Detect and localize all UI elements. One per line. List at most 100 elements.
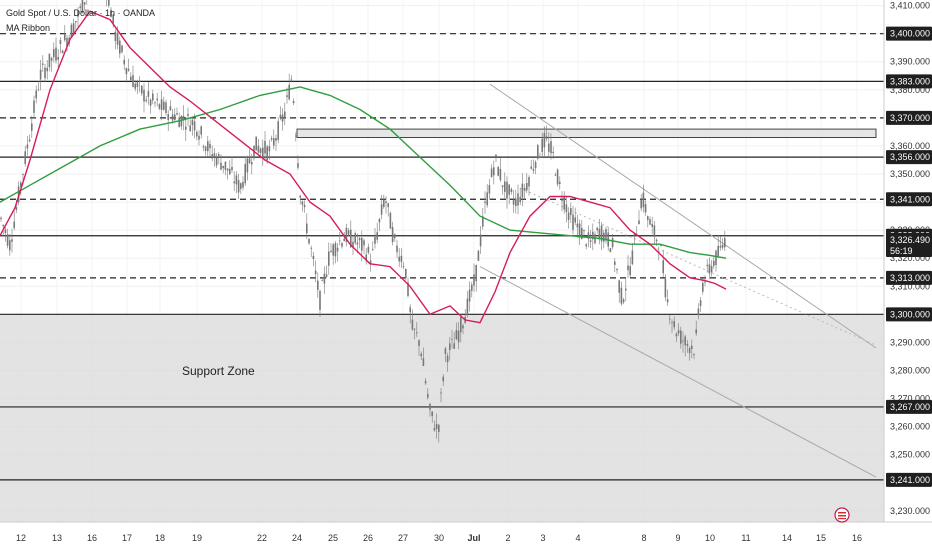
price-badge-label: 3,370.000	[890, 113, 930, 123]
candle-body-228	[501, 185, 504, 188]
candle-body-154	[339, 240, 341, 242]
time-tick-label: 12	[16, 533, 26, 543]
price-badge-label: 3,383.000	[890, 76, 930, 86]
candle-body-207	[455, 330, 458, 340]
candle-body-242	[532, 168, 535, 171]
candle-body-89	[196, 131, 198, 137]
candle-body-319	[702, 282, 704, 292]
candle-body-245	[539, 156, 541, 158]
candle-body-173	[380, 204, 383, 215]
candle-body-145	[319, 290, 321, 311]
candle-body-257	[565, 204, 568, 213]
candle-body-117	[257, 145, 260, 153]
price-badges: 3,400.000 3,383.000 3,370.000 3,356.000 3,34…	[886, 26, 932, 487]
candle-body-298	[655, 239, 658, 242]
candle-body-225	[495, 154, 497, 157]
candle-body-140	[308, 238, 310, 244]
candle-body-253	[556, 169, 559, 185]
candle-body-199	[438, 424, 440, 433]
candle-body-55	[121, 45, 123, 52]
candle-body-230	[506, 181, 508, 199]
candle-body-136	[299, 195, 301, 198]
candle-body-82	[180, 116, 183, 127]
candle-body-26	[57, 57, 59, 60]
price-tick-label: 3,350.000	[890, 169, 930, 179]
candle-body-69	[152, 93, 154, 101]
candle-body-125	[275, 138, 277, 141]
candle-body-304	[669, 318, 671, 320]
candle-body-142	[312, 255, 315, 260]
candle-body-237	[521, 183, 524, 198]
candle-body-167	[367, 246, 370, 253]
candle-body-195	[429, 403, 431, 410]
price-tick-label: 3,390.000	[890, 57, 930, 67]
candle-body-71	[156, 98, 158, 101]
candle-body-326	[717, 246, 719, 257]
candle-body-4	[9, 240, 11, 251]
candle-body-279	[614, 261, 616, 265]
candle-body-53	[116, 32, 119, 45]
time-tick-label: 25	[328, 533, 338, 543]
candle-body-21	[46, 67, 48, 72]
price-tick-label: 3,270.000	[890, 394, 930, 404]
candle-body-209	[460, 317, 462, 333]
candle-body-49	[108, 0, 110, 6]
candle-body-317	[697, 308, 700, 316]
candle-body-93	[204, 146, 207, 151]
time-tick-label: 22	[257, 533, 267, 543]
candle-body-50	[110, 10, 112, 18]
candle-body-141	[310, 247, 312, 249]
trend-channel	[479, 83, 877, 478]
candle-body-108	[237, 180, 240, 193]
price-tick-label: 3,260.000	[890, 422, 930, 432]
price-badge-0	[886, 26, 932, 41]
candle-body-265	[583, 229, 585, 232]
candle-body-60	[132, 75, 134, 88]
time-tick-label: 4	[575, 533, 580, 543]
candle-body-264	[581, 227, 583, 240]
time-tick-label: 3	[540, 533, 545, 543]
time-tick-label: 11	[741, 533, 750, 543]
candle-body-290	[638, 220, 640, 225]
candle-body-65	[143, 89, 145, 102]
candle-body-63	[138, 80, 141, 82]
time-tick-label: 30	[434, 533, 444, 543]
candle-body-258	[567, 212, 570, 220]
price-badge-6	[886, 270, 932, 285]
candle-body-250	[550, 141, 552, 154]
candle-body-112	[246, 158, 249, 173]
candle-body-155	[341, 243, 343, 247]
price-badge-label: 3,313.000	[890, 273, 930, 283]
time-axis[interactable]: 12 13 16 17 18 19 22 24 25 26 27 30 Jul 2 3 4 8 9 10 11 14 15…	[16, 533, 862, 543]
candle-body-148	[325, 274, 328, 277]
candle-body-282	[620, 287, 623, 304]
candle-body-106	[233, 181, 235, 184]
candle-body-218	[479, 234, 482, 247]
candle-body-13	[28, 139, 31, 142]
candle-body-325	[715, 250, 717, 266]
candle-body-157	[345, 227, 348, 242]
flag-icon[interactable]	[834, 507, 850, 523]
candle-body-202	[444, 348, 447, 354]
candle-body-226	[497, 167, 499, 176]
candle-body-181	[398, 256, 400, 262]
candle-body-269	[592, 231, 594, 240]
candle-body-213	[468, 289, 471, 302]
candle-body-328	[721, 244, 724, 248]
candle-body-22	[48, 53, 51, 68]
candle-body-251	[552, 151, 554, 154]
candle-body-322	[708, 264, 711, 274]
candle-body-81	[178, 117, 180, 128]
candle-body-293	[644, 204, 647, 213]
candle-body-103	[226, 168, 229, 171]
candle-body-87	[191, 119, 194, 126]
candle-body-267	[587, 232, 590, 239]
candle-body-96	[211, 154, 213, 159]
candle-body-160	[352, 241, 354, 248]
current-price-badge	[886, 232, 932, 257]
candle-body-162	[356, 242, 359, 245]
candle-body-119	[262, 147, 264, 159]
support-zone-area	[0, 314, 884, 522]
time-tick-label: Jul	[467, 533, 480, 543]
